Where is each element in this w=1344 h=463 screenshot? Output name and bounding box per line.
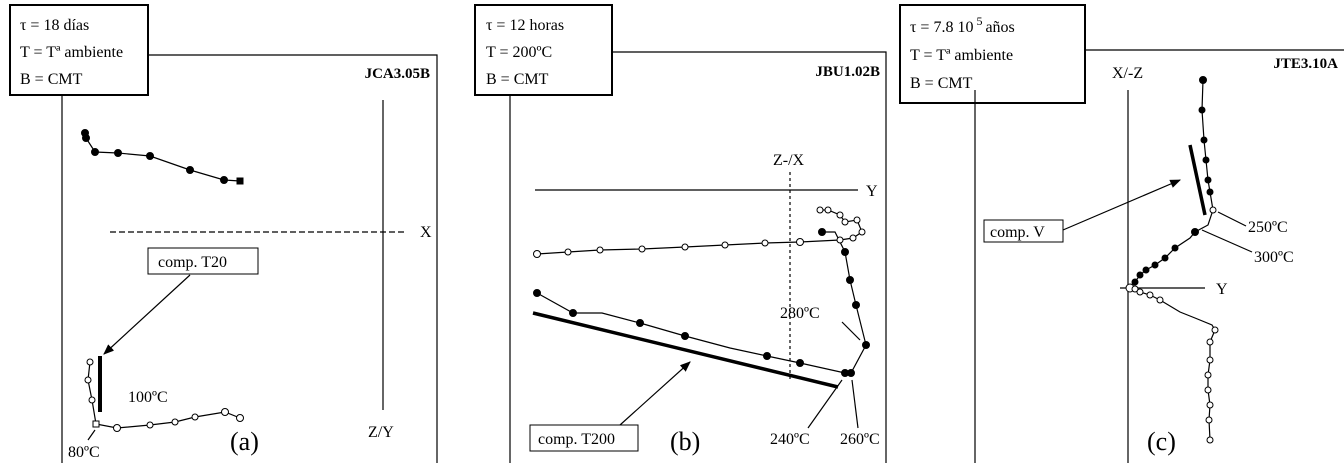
- info-line: τ = 18 días: [20, 17, 89, 34]
- info-line: B = CMT: [20, 71, 83, 88]
- leader: [1201, 229, 1253, 253]
- axis-label: Y: [1216, 281, 1228, 298]
- info-box: [9, 4, 149, 96]
- leader: [87, 429, 96, 441]
- annotation: 250ºC: [1248, 219, 1288, 236]
- panel-a: τ = 18 días T = Tª ambiente B = CMT JCA3…: [9, 4, 438, 463]
- info-line: T = Tª ambiente: [910, 47, 1013, 64]
- points-filled: [81, 129, 244, 185]
- arrow: [619, 361, 691, 426]
- info-line: B = CMT: [486, 71, 549, 88]
- frame: [61, 54, 438, 463]
- points-filled: [1131, 76, 1214, 286]
- points-open: [1125, 206, 1219, 444]
- arrow: [103, 274, 191, 355]
- annotation: 260ºC: [840, 431, 880, 448]
- trace: [536, 231, 867, 374]
- frame: [974, 49, 1344, 463]
- axis-label: Y: [866, 183, 878, 200]
- trace: [536, 209, 863, 255]
- component-line: [1188, 144, 1207, 216]
- points-open: [533, 206, 866, 258]
- info-text: τ = 7.8 10: [910, 19, 973, 36]
- annotation: 280ºC: [780, 305, 820, 322]
- trace: [87, 361, 241, 429]
- panel-c: τ = 7.8 10 5 años T = Tª ambiente B = CMT …: [899, 4, 1344, 463]
- leader: [1217, 211, 1247, 227]
- info-box: [899, 4, 1086, 104]
- component-line: [532, 311, 839, 389]
- info-line: τ = 7.8 10 5 años: [910, 14, 1015, 36]
- sample-label: JBU1.02B: [815, 64, 880, 80]
- info-text: años: [985, 19, 1014, 36]
- frame: [509, 51, 887, 463]
- component-box: [529, 424, 639, 452]
- trace: [84, 132, 241, 182]
- info-line: τ = 12 horas: [486, 17, 564, 34]
- info-line: B = CMT: [910, 75, 973, 92]
- leader: [807, 379, 843, 429]
- info-line: T = Tª ambiente: [20, 44, 123, 61]
- arrow: [1062, 179, 1181, 231]
- component-box: [147, 247, 259, 275]
- points-filled: [533, 228, 870, 377]
- trace: [1129, 287, 1216, 441]
- panel-letter: (a): [230, 427, 259, 456]
- annotation: 240ºC: [770, 431, 810, 448]
- panel-b: τ = 12 horas T = 200ºC B = CMT JBU1.02B …: [474, 4, 887, 463]
- component-box: [983, 219, 1064, 243]
- points-open: [84, 358, 244, 432]
- component-label: comp. T200: [538, 431, 615, 448]
- axis-label: X: [420, 224, 432, 241]
- component-label: comp. V: [990, 224, 1045, 241]
- axis-label: Z/Y: [368, 424, 394, 441]
- sample-label: JTE3.10A: [1273, 56, 1338, 72]
- annotation: 300ºC: [1254, 249, 1294, 266]
- annotation: 80ºC: [68, 444, 100, 461]
- panel-letter: (c): [1147, 427, 1176, 456]
- sample-label: JCA3.05B: [365, 66, 430, 82]
- leader: [851, 379, 859, 429]
- info-sup: 5: [976, 14, 982, 28]
- info-box: [474, 4, 613, 96]
- panel-letter: (b): [670, 427, 700, 456]
- axis-label: X/-Z: [1112, 65, 1143, 82]
- axis-label: Z-/X: [773, 152, 805, 169]
- annotation: 100ºC: [128, 389, 168, 406]
- leader: [841, 321, 861, 341]
- info-line: T = 200ºC: [486, 44, 552, 61]
- component-label: comp. T20: [158, 254, 227, 271]
